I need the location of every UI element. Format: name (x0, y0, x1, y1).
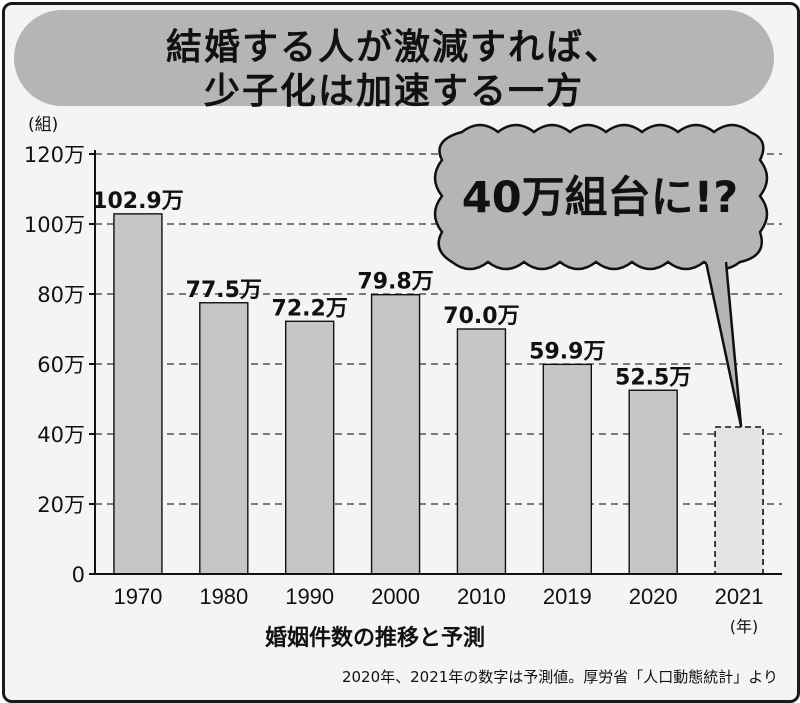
bar-1970 (113, 213, 163, 575)
bar-1990 (284, 320, 335, 575)
callout-pointer (704, 261, 743, 428)
y-tick-label: 0 (72, 563, 85, 587)
data-label: 59.9万 (529, 339, 605, 364)
x-tick-label: 2019 (543, 584, 592, 609)
bar-2021 (714, 426, 764, 575)
title-line-1: 結婚する人が激減すれば、 (165, 27, 622, 68)
bar-1980 (199, 302, 249, 575)
bar-2000 (370, 294, 421, 575)
y-tick-label: 20万 (37, 493, 85, 517)
y-tick-label: 40万 (37, 423, 85, 447)
callout-bubble (433, 123, 769, 271)
bar-2020 (628, 389, 678, 575)
y-tick-label: 100万 (24, 213, 85, 237)
x-unit-label: (年) (730, 617, 759, 636)
x-tick-label: 2000 (371, 584, 420, 609)
data-label: 77.5万 (186, 278, 262, 303)
x-tick-label: 2010 (457, 584, 506, 609)
title-line-2: 少子化は加速する一方 (203, 71, 584, 112)
x-tick-labels: 1970 1980 1990 2000 2010 2019 2020 2021 (113, 584, 763, 609)
data-label: 79.8万 (357, 270, 433, 295)
title-banner: 結婚する人が激減すれば、 少子化は加速する一方 (14, 10, 774, 112)
data-label: 70.0万 (443, 304, 519, 329)
y-tick-label: 80万 (37, 283, 85, 307)
callout-text: 40万組台に!? (462, 173, 738, 223)
y-unit-label: (組) (28, 115, 58, 135)
data-labels: 102.9万 77.5万 72.2万 79.8万 70.0万 59.9万 52.5万 (92, 189, 691, 390)
data-label: 102.9万 (92, 189, 184, 214)
data-label: 72.2万 (272, 296, 348, 321)
y-tick-label: 120万 (24, 143, 85, 167)
bar-2019 (542, 363, 593, 575)
x-tick-label: 2021 (715, 584, 764, 609)
data-label: 52.5万 (615, 365, 691, 390)
y-tick-label: 60万 (37, 353, 85, 377)
bar-2010 (456, 328, 507, 575)
y-tick-labels: 0 20万 40万 60万 80万 100万 120万 (24, 143, 95, 587)
source-note: 2020年、2021年の数字は予測値。厚労省「人口動態統計」より (341, 668, 778, 686)
x-tick-label: 2020 (629, 584, 678, 609)
x-tick-label: 1970 (113, 584, 162, 609)
x-tick-label: 1980 (199, 584, 248, 609)
x-tick-label: 1990 (285, 584, 334, 609)
bars (113, 213, 764, 575)
x-axis-title: 婚姻件数の推移と予測 (265, 625, 485, 651)
